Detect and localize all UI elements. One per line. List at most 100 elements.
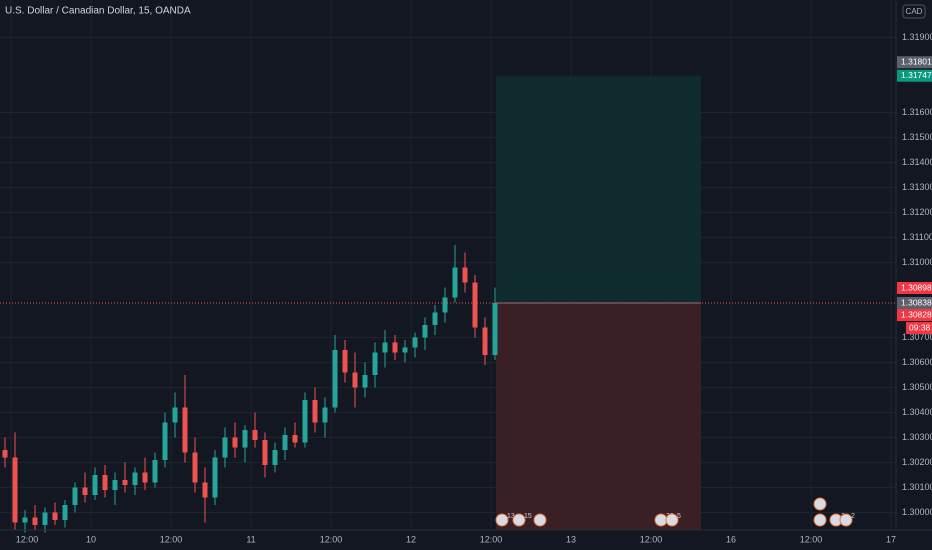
candle-body <box>92 475 98 495</box>
candle-body <box>12 457 18 523</box>
price-badge-label: 1.30898 <box>901 282 932 292</box>
candle-body <box>122 480 128 485</box>
y-tick-label: 1.30600 <box>902 357 932 367</box>
x-tick-label: 11 <box>246 534 255 544</box>
x-tick-label: 12:00 <box>160 534 183 544</box>
candle-body <box>482 327 488 355</box>
candle-body <box>242 430 248 448</box>
candle-body <box>292 435 298 443</box>
event-icon <box>813 513 827 527</box>
candle-body <box>282 435 288 450</box>
x-tick-label: 13 <box>566 534 576 544</box>
price-badge <box>897 282 932 294</box>
y-tick-label: 1.30700 <box>902 332 932 342</box>
currency[interactable]: CAD <box>906 7 923 16</box>
y-tick-label: 1.30200 <box>902 457 932 467</box>
candle-body <box>42 512 48 525</box>
price-badge-label: 1.31801 <box>901 57 932 67</box>
candle-body <box>302 400 308 443</box>
event-count: 5 <box>677 513 681 520</box>
y-tick-label: 1.31400 <box>902 157 932 167</box>
countdown: 09:38 <box>909 322 931 332</box>
candle-body <box>492 303 498 355</box>
y-tick-label: 1.31100 <box>902 232 932 242</box>
y-tick-label: 1.31300 <box>902 182 932 192</box>
candle-body <box>392 342 398 353</box>
event-count: 2 <box>851 513 855 520</box>
x-tick-label: 10 <box>86 534 96 544</box>
candle-body <box>102 475 108 490</box>
y-tick-label: 1.30100 <box>902 482 932 492</box>
candle-body <box>362 375 368 388</box>
chart-title: U.S. Dollar / Canadian Dollar, 15, OANDA <box>5 6 191 17</box>
x-tick-label: 12 <box>406 534 416 544</box>
candle-body <box>432 312 438 325</box>
candle-body <box>82 487 88 495</box>
candle-body <box>72 487 78 505</box>
event-icon <box>533 513 547 527</box>
loss-zone <box>496 303 701 530</box>
candle-body <box>62 505 68 520</box>
candle-body <box>202 482 208 498</box>
event-count: 15 <box>524 513 532 520</box>
price-badge <box>897 56 932 69</box>
price-badge <box>897 69 932 82</box>
event-icon <box>665 513 679 527</box>
candle-body <box>342 350 348 373</box>
x-tick-label: 17 <box>886 534 896 544</box>
candle-body <box>272 450 278 465</box>
y-tick-label: 1.31500 <box>902 132 932 142</box>
y-tick-label: 1.31200 <box>902 207 932 217</box>
candle-body <box>252 430 258 440</box>
candle-body <box>312 400 318 423</box>
y-tick-label: 1.30000 <box>902 507 932 517</box>
price-badge <box>897 309 932 321</box>
candle-body <box>402 347 408 353</box>
currency-box[interactable] <box>902 4 926 19</box>
price-badge-label: 1.30838 <box>901 297 932 307</box>
price-badge-label: 1.31747 <box>901 70 932 80</box>
price-badge-label: 1.30828 <box>901 309 932 319</box>
candle-body <box>22 517 28 523</box>
profit-zone <box>496 75 701 303</box>
candle-body <box>382 342 388 353</box>
candle-body <box>172 407 178 423</box>
candle-body <box>112 480 118 490</box>
y-tick-label: 1.30500 <box>902 382 932 392</box>
candle-body <box>332 350 338 408</box>
price-badge <box>897 297 932 309</box>
countdown-badge <box>906 322 932 334</box>
candle-body <box>412 337 418 348</box>
x-tick-label: 16 <box>726 534 736 544</box>
candle-body <box>162 422 168 460</box>
candle-body <box>232 437 238 448</box>
y-tick-label: 1.30300 <box>902 432 932 442</box>
plot-area <box>0 0 896 533</box>
y-tick-label: 1.30400 <box>902 407 932 417</box>
event-icon <box>495 513 509 527</box>
candle-body <box>192 452 198 483</box>
candle-body <box>422 325 428 338</box>
candle-body <box>462 267 468 283</box>
candle-body <box>222 437 228 458</box>
y-tick-label: 1.31000 <box>902 257 932 267</box>
y-tick-label: 1.31600 <box>902 107 932 117</box>
event-icon <box>512 513 526 527</box>
event-icon <box>839 513 853 527</box>
candle-body <box>32 517 38 525</box>
x-tick-label: 12:00 <box>640 534 663 544</box>
candle-body <box>322 407 328 423</box>
x-tick-label: 12:00 <box>320 534 343 544</box>
candle-body <box>2 450 8 458</box>
candle-body <box>52 512 58 520</box>
y-tick-label: 1.31900 <box>902 32 932 42</box>
candle-body <box>352 372 358 388</box>
candle-body <box>182 407 188 453</box>
candle-body <box>442 297 448 313</box>
candle-body <box>142 472 148 483</box>
candle-body <box>152 460 158 483</box>
event-count: 13 <box>507 513 515 520</box>
x-tick-label: 12:00 <box>800 534 823 544</box>
x-tick-label: 12:00 <box>480 534 503 544</box>
